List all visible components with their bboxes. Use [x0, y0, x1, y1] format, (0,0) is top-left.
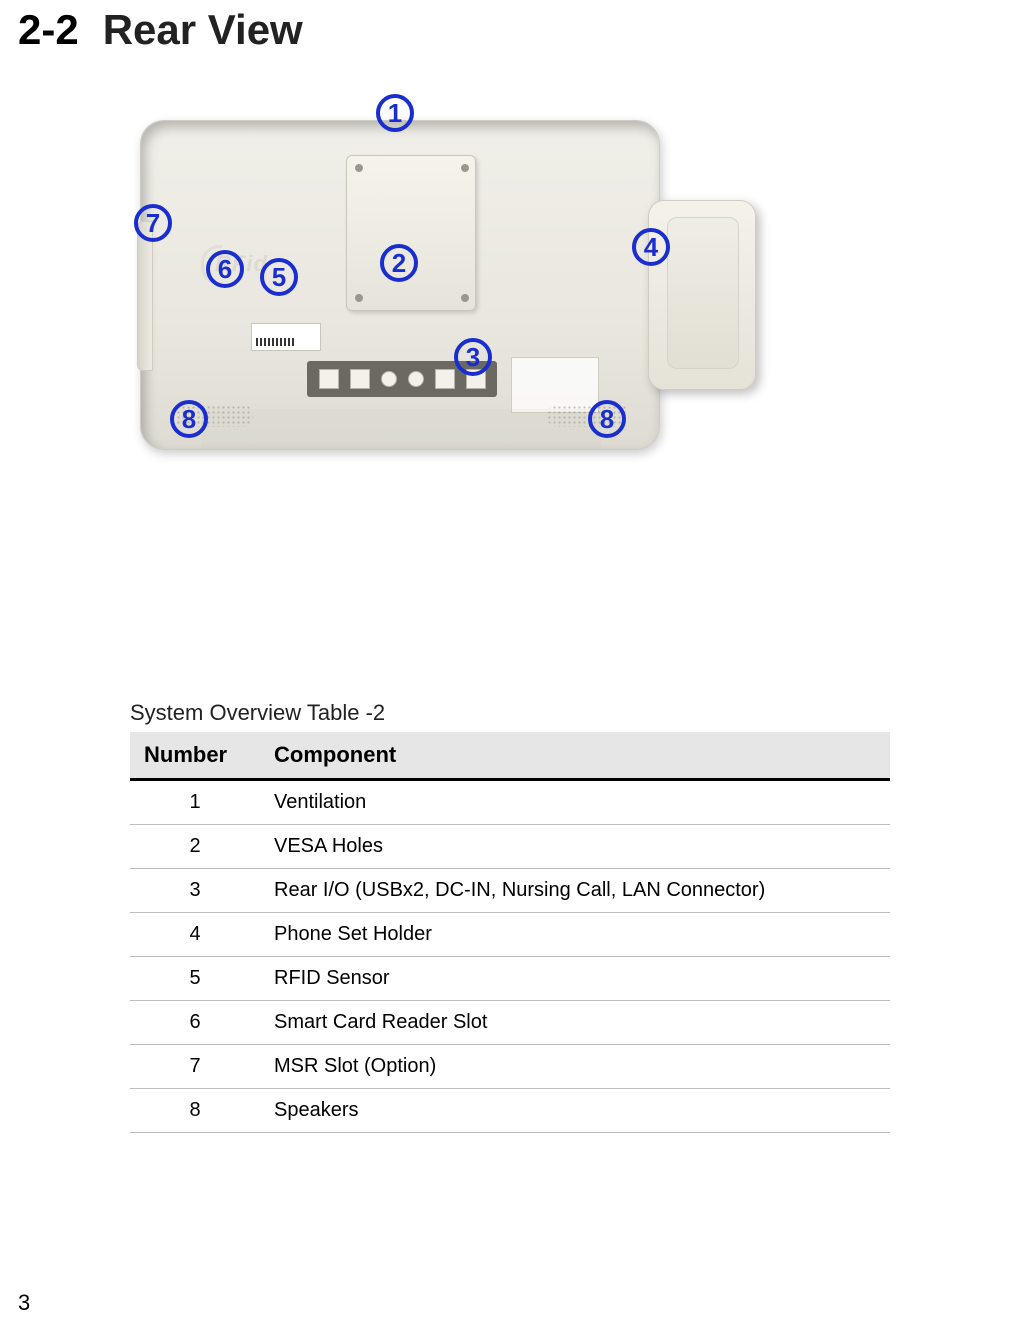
- bottom-cutout: [201, 409, 601, 449]
- cell-component: Smart Card Reader Slot: [260, 1001, 890, 1045]
- callout-marker-4: 4: [632, 228, 670, 266]
- lan-port-icon: [350, 369, 370, 389]
- cell-component: Ventilation: [260, 780, 890, 825]
- table-row: 5RFID Sensor: [130, 957, 890, 1001]
- cell-number: 4: [130, 913, 260, 957]
- cell-number: 1: [130, 780, 260, 825]
- callout-marker-6: 6: [206, 250, 244, 288]
- callout-marker-5: 5: [260, 258, 298, 296]
- usb-port-icon: [319, 369, 339, 389]
- table-row: 1Ventilation: [130, 780, 890, 825]
- cell-component: VESA Holes: [260, 825, 890, 869]
- msr-slot-shape: [137, 221, 153, 371]
- table-row: 6Smart Card Reader Slot: [130, 1001, 890, 1045]
- cell-number: 6: [130, 1001, 260, 1045]
- table-header-row: Number Component: [130, 732, 890, 780]
- table-row: 4Phone Set Holder: [130, 913, 890, 957]
- table-caption: System Overview Table -2: [130, 700, 890, 726]
- section-heading: 2-2 Rear View: [18, 6, 303, 54]
- table-row: 3Rear I/O (USBx2, DC-IN, Nursing Call, L…: [130, 869, 890, 913]
- cell-component: Speakers: [260, 1089, 890, 1133]
- col-component: Component: [260, 732, 890, 780]
- nursing-call-port-icon: [408, 371, 424, 387]
- table-row: 7MSR Slot (Option): [130, 1045, 890, 1089]
- phone-holder: [648, 200, 756, 390]
- cell-component: MSR Slot (Option): [260, 1045, 890, 1089]
- cell-number: 2: [130, 825, 260, 869]
- cell-component: Phone Set Holder: [260, 913, 890, 957]
- rear-view-diagram: RFid 123456788: [140, 100, 760, 460]
- callout-marker-8: 8: [588, 400, 626, 438]
- cell-component: RFID Sensor: [260, 957, 890, 1001]
- section-number: 2-2: [18, 6, 79, 54]
- table-row: 8Speakers: [130, 1089, 890, 1133]
- cell-number: 3: [130, 869, 260, 913]
- model-label: [251, 323, 321, 351]
- callout-marker-8: 8: [170, 400, 208, 438]
- col-number: Number: [130, 732, 260, 780]
- lan-port-2-icon: [435, 369, 455, 389]
- section-title: Rear View: [103, 6, 303, 54]
- cell-number: 8: [130, 1089, 260, 1133]
- vesa-plate: [346, 155, 476, 311]
- cell-component: Rear I/O (USBx2, DC-IN, Nursing Call, LA…: [260, 869, 890, 913]
- callout-marker-1: 1: [376, 94, 414, 132]
- callout-marker-2: 2: [380, 244, 418, 282]
- components-table-wrap: System Overview Table -2 Number Componen…: [130, 700, 890, 1133]
- callout-marker-3: 3: [454, 338, 492, 376]
- table-row: 2VESA Holes: [130, 825, 890, 869]
- cell-number: 7: [130, 1045, 260, 1089]
- callout-marker-7: 7: [134, 204, 172, 242]
- cell-number: 5: [130, 957, 260, 1001]
- components-table: Number Component 1Ventilation2VESA Holes…: [130, 732, 890, 1133]
- page-number: 3: [18, 1290, 30, 1316]
- dc-in-port-icon: [381, 371, 397, 387]
